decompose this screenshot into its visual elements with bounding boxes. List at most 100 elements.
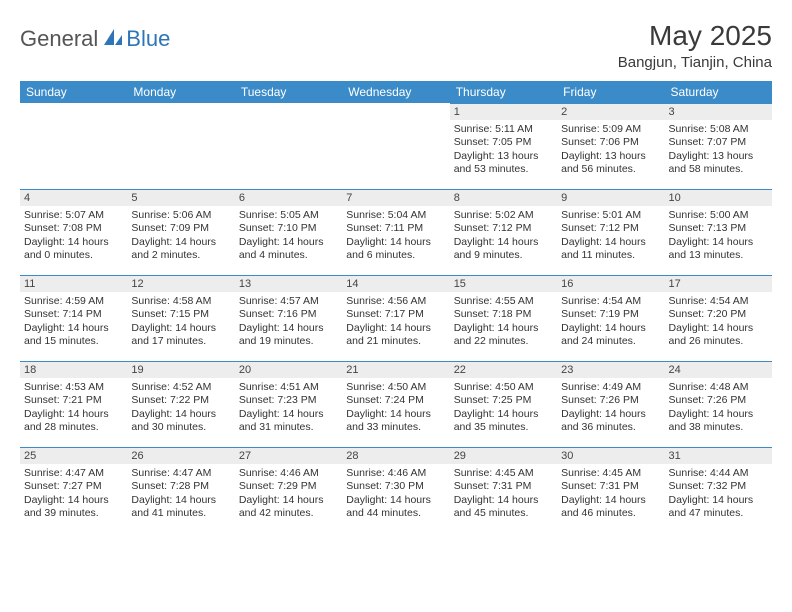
calendar-day-cell bbox=[127, 103, 234, 189]
day-details: Sunrise: 4:49 AMSunset: 7:26 PMDaylight:… bbox=[557, 378, 664, 437]
day-number: 5 bbox=[127, 189, 234, 206]
daylight-text: Daylight: 14 hours and 0 minutes. bbox=[24, 236, 123, 263]
sunrise-text: Sunrise: 5:02 AM bbox=[454, 209, 553, 222]
calendar-day-cell: 13Sunrise: 4:57 AMSunset: 7:16 PMDayligh… bbox=[235, 275, 342, 361]
calendar-day-cell: 1Sunrise: 5:11 AMSunset: 7:05 PMDaylight… bbox=[450, 103, 557, 189]
sunset-text: Sunset: 7:16 PM bbox=[239, 308, 338, 321]
calendar-day-cell: 20Sunrise: 4:51 AMSunset: 7:23 PMDayligh… bbox=[235, 361, 342, 447]
daylight-text: Daylight: 14 hours and 41 minutes. bbox=[131, 494, 230, 521]
day-details: Sunrise: 5:09 AMSunset: 7:06 PMDaylight:… bbox=[557, 120, 664, 179]
weekday-header: Monday bbox=[127, 81, 234, 103]
month-title: May 2025 bbox=[618, 20, 772, 52]
brand-logo: General Blue bbox=[20, 26, 170, 52]
daylight-text: Daylight: 14 hours and 22 minutes. bbox=[454, 322, 553, 349]
day-number: 28 bbox=[342, 447, 449, 464]
sunrise-text: Sunrise: 4:50 AM bbox=[346, 381, 445, 394]
day-number: 15 bbox=[450, 275, 557, 292]
day-number: 24 bbox=[665, 361, 772, 378]
sunrise-text: Sunrise: 4:44 AM bbox=[669, 467, 768, 480]
sunset-text: Sunset: 7:26 PM bbox=[669, 394, 768, 407]
day-details: Sunrise: 4:59 AMSunset: 7:14 PMDaylight:… bbox=[20, 292, 127, 351]
sunset-text: Sunset: 7:12 PM bbox=[561, 222, 660, 235]
day-number: 7 bbox=[342, 189, 449, 206]
sunrise-text: Sunrise: 4:50 AM bbox=[454, 381, 553, 394]
weekday-row: SundayMondayTuesdayWednesdayThursdayFrid… bbox=[20, 81, 772, 103]
daylight-text: Daylight: 14 hours and 33 minutes. bbox=[346, 408, 445, 435]
day-number: 16 bbox=[557, 275, 664, 292]
day-details: Sunrise: 4:45 AMSunset: 7:31 PMDaylight:… bbox=[450, 464, 557, 523]
sunset-text: Sunset: 7:28 PM bbox=[131, 480, 230, 493]
sunset-text: Sunset: 7:10 PM bbox=[239, 222, 338, 235]
sunset-text: Sunset: 7:18 PM bbox=[454, 308, 553, 321]
sunset-text: Sunset: 7:08 PM bbox=[24, 222, 123, 235]
sunrise-text: Sunrise: 5:01 AM bbox=[561, 209, 660, 222]
daylight-text: Daylight: 14 hours and 19 minutes. bbox=[239, 322, 338, 349]
daylight-text: Daylight: 14 hours and 38 minutes. bbox=[669, 408, 768, 435]
day-details: Sunrise: 4:45 AMSunset: 7:31 PMDaylight:… bbox=[557, 464, 664, 523]
day-number: 17 bbox=[665, 275, 772, 292]
calendar-day-cell: 25Sunrise: 4:47 AMSunset: 7:27 PMDayligh… bbox=[20, 447, 127, 533]
calendar-day-cell: 15Sunrise: 4:55 AMSunset: 7:18 PMDayligh… bbox=[450, 275, 557, 361]
sunrise-text: Sunrise: 4:55 AM bbox=[454, 295, 553, 308]
daylight-text: Daylight: 14 hours and 11 minutes. bbox=[561, 236, 660, 263]
daylight-text: Daylight: 14 hours and 9 minutes. bbox=[454, 236, 553, 263]
sunrise-text: Sunrise: 4:54 AM bbox=[561, 295, 660, 308]
day-number: 30 bbox=[557, 447, 664, 464]
sunrise-text: Sunrise: 5:06 AM bbox=[131, 209, 230, 222]
daylight-text: Daylight: 13 hours and 53 minutes. bbox=[454, 150, 553, 177]
day-number: 8 bbox=[450, 189, 557, 206]
day-details: Sunrise: 4:55 AMSunset: 7:18 PMDaylight:… bbox=[450, 292, 557, 351]
weekday-header: Tuesday bbox=[235, 81, 342, 103]
calendar-week-row: 4Sunrise: 5:07 AMSunset: 7:08 PMDaylight… bbox=[20, 189, 772, 275]
calendar-day-cell: 18Sunrise: 4:53 AMSunset: 7:21 PMDayligh… bbox=[20, 361, 127, 447]
brand-text-blue: Blue bbox=[126, 26, 170, 52]
sunset-text: Sunset: 7:27 PM bbox=[24, 480, 123, 493]
calendar-body: 1Sunrise: 5:11 AMSunset: 7:05 PMDaylight… bbox=[20, 103, 772, 533]
day-number: 21 bbox=[342, 361, 449, 378]
day-number: 6 bbox=[235, 189, 342, 206]
calendar-day-cell: 31Sunrise: 4:44 AMSunset: 7:32 PMDayligh… bbox=[665, 447, 772, 533]
calendar-day-cell: 8Sunrise: 5:02 AMSunset: 7:12 PMDaylight… bbox=[450, 189, 557, 275]
weekday-header: Saturday bbox=[665, 81, 772, 103]
daylight-text: Daylight: 14 hours and 17 minutes. bbox=[131, 322, 230, 349]
weekday-header: Friday bbox=[557, 81, 664, 103]
weekday-header: Wednesday bbox=[342, 81, 449, 103]
sunset-text: Sunset: 7:26 PM bbox=[561, 394, 660, 407]
day-details: Sunrise: 4:54 AMSunset: 7:20 PMDaylight:… bbox=[665, 292, 772, 351]
day-details: Sunrise: 4:57 AMSunset: 7:16 PMDaylight:… bbox=[235, 292, 342, 351]
day-details: Sunrise: 5:01 AMSunset: 7:12 PMDaylight:… bbox=[557, 206, 664, 265]
daylight-text: Daylight: 14 hours and 47 minutes. bbox=[669, 494, 768, 521]
weekday-header: Sunday bbox=[20, 81, 127, 103]
sunrise-text: Sunrise: 4:46 AM bbox=[239, 467, 338, 480]
sunset-text: Sunset: 7:24 PM bbox=[346, 394, 445, 407]
day-details: Sunrise: 4:54 AMSunset: 7:19 PMDaylight:… bbox=[557, 292, 664, 351]
sunset-text: Sunset: 7:21 PM bbox=[24, 394, 123, 407]
daylight-text: Daylight: 14 hours and 42 minutes. bbox=[239, 494, 338, 521]
calendar-day-cell: 24Sunrise: 4:48 AMSunset: 7:26 PMDayligh… bbox=[665, 361, 772, 447]
sunrise-text: Sunrise: 5:08 AM bbox=[669, 123, 768, 136]
sunrise-text: Sunrise: 5:07 AM bbox=[24, 209, 123, 222]
sunrise-text: Sunrise: 4:59 AM bbox=[24, 295, 123, 308]
calendar-day-cell: 22Sunrise: 4:50 AMSunset: 7:25 PMDayligh… bbox=[450, 361, 557, 447]
sunrise-text: Sunrise: 4:57 AM bbox=[239, 295, 338, 308]
day-details: Sunrise: 5:11 AMSunset: 7:05 PMDaylight:… bbox=[450, 120, 557, 179]
sunrise-text: Sunrise: 4:45 AM bbox=[561, 467, 660, 480]
day-details: Sunrise: 5:02 AMSunset: 7:12 PMDaylight:… bbox=[450, 206, 557, 265]
day-number: 20 bbox=[235, 361, 342, 378]
daylight-text: Daylight: 14 hours and 6 minutes. bbox=[346, 236, 445, 263]
brand-text-general: General bbox=[20, 26, 98, 52]
sunset-text: Sunset: 7:31 PM bbox=[454, 480, 553, 493]
calendar-day-cell: 19Sunrise: 4:52 AMSunset: 7:22 PMDayligh… bbox=[127, 361, 234, 447]
sunset-text: Sunset: 7:31 PM bbox=[561, 480, 660, 493]
location-text: Bangjun, Tianjin, China bbox=[618, 54, 772, 71]
daylight-text: Daylight: 14 hours and 15 minutes. bbox=[24, 322, 123, 349]
day-number: 29 bbox=[450, 447, 557, 464]
calendar-day-cell: 5Sunrise: 5:06 AMSunset: 7:09 PMDaylight… bbox=[127, 189, 234, 275]
daylight-text: Daylight: 14 hours and 44 minutes. bbox=[346, 494, 445, 521]
sunset-text: Sunset: 7:11 PM bbox=[346, 222, 445, 235]
daylight-text: Daylight: 14 hours and 24 minutes. bbox=[561, 322, 660, 349]
sunrise-text: Sunrise: 4:45 AM bbox=[454, 467, 553, 480]
sunrise-text: Sunrise: 4:47 AM bbox=[131, 467, 230, 480]
calendar-day-cell: 3Sunrise: 5:08 AMSunset: 7:07 PMDaylight… bbox=[665, 103, 772, 189]
sunrise-text: Sunrise: 4:49 AM bbox=[561, 381, 660, 394]
